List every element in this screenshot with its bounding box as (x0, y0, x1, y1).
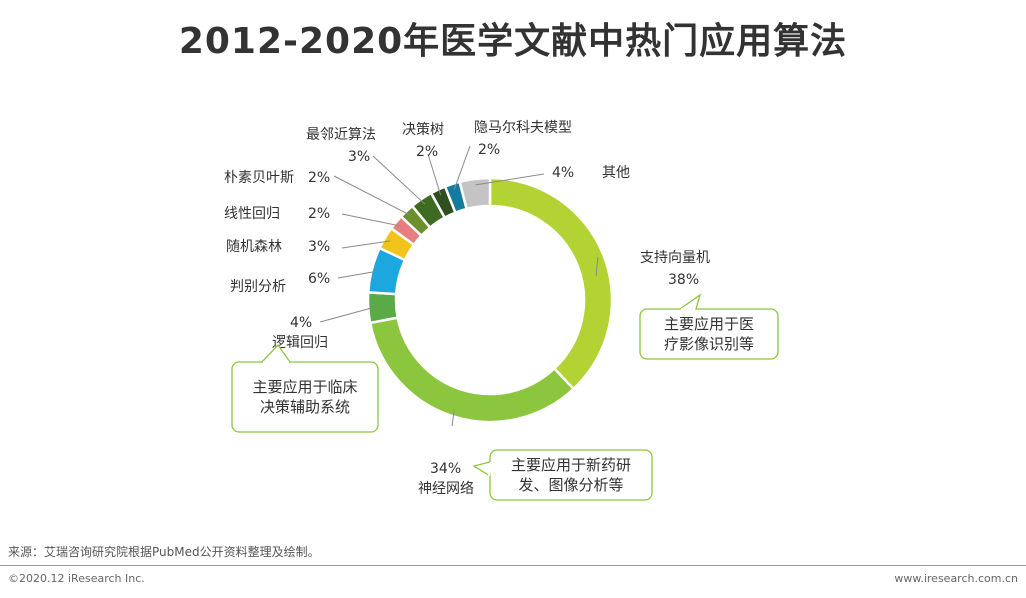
slice-name-label: 支持向量机 (640, 250, 710, 266)
slice-1 (488, 176, 614, 391)
callout-text: 主要应用于医 (664, 315, 754, 333)
slice-percent-label: 3% (308, 239, 330, 255)
slice-percent-label: 2% (416, 144, 438, 160)
leader-line-10 (453, 145, 471, 190)
slice-percent-label: 2% (308, 206, 330, 222)
slice-name-label: 逻辑回归 (272, 334, 328, 351)
slice-11 (458, 176, 492, 211)
slice-percent-label: 34% (430, 461, 461, 477)
callout-text: 主要应用于临床 (252, 378, 357, 396)
source-note: 来源：艾瑞咨询研究院根据PubMed公开资料整理及绘制。 (8, 545, 320, 559)
leader-line-3 (319, 306, 375, 323)
callout-text: 发、图像分析等 (518, 476, 623, 494)
slice-name-label: 判别分析 (230, 279, 286, 295)
callout-box (639, 308, 779, 360)
donut-slices (366, 176, 614, 424)
copyright-text: ©2020.12 iResearch Inc. (8, 572, 145, 585)
callout-pointer (261, 343, 291, 363)
leader-line-1 (595, 257, 599, 277)
callout-text: 决策辅助系统 (260, 398, 350, 416)
callout-box (231, 361, 379, 433)
leader-line-9 (427, 153, 442, 196)
slice-percent-label: 3% (348, 149, 370, 165)
slice-percent-label: 2% (308, 170, 330, 186)
callout-pointer (472, 461, 491, 477)
callout-text: 疗影像识别等 (664, 335, 754, 353)
slice-name-label: 决策树 (402, 121, 444, 138)
leader-line-8 (372, 155, 426, 205)
slice-name-label: 神经网络 (418, 481, 474, 497)
slice-percent-label: 4% (552, 165, 574, 181)
slice-name-label: 其他 (602, 165, 630, 181)
slice-name-label: 朴素贝叶斯 (224, 170, 294, 186)
callout-pointer (679, 293, 702, 310)
slice-labels: 支持向量机 38% 神经网络 34% 逻辑回归 4% 判别分析 6% 随机森林 3% 线性回归 2% 朴… (224, 120, 710, 497)
donut-chart: 支持向量机 38% 神经网络 34% 逻辑回归 4% 判别分析 6% 随机森林 3% 线性回归 2% 朴… (224, 120, 779, 501)
slice-name-label: 隐马尔科夫模型 (474, 120, 572, 136)
callout-pointer-gap (488, 461, 492, 477)
slice-name-label: 随机森林 (226, 239, 282, 255)
slice-percent-label: 4% (290, 315, 312, 331)
chart-title: 2012-2020年医学文献中热门应用算法 (178, 21, 848, 62)
footer-divider (0, 565, 1026, 566)
leader-line-4 (337, 270, 378, 279)
leader-line-11 (475, 173, 545, 186)
leader-line-6 (341, 213, 401, 227)
leader-lines (319, 145, 599, 427)
slice-percent-label: 6% (308, 271, 330, 287)
leader-line-7 (333, 175, 411, 216)
leader-line-2 (451, 410, 455, 427)
leader-line-5 (341, 240, 391, 249)
slice-name-label: 线性回归 (224, 205, 280, 222)
website-link[interactable]: www.iresearch.com.cn (894, 572, 1018, 585)
callout-text: 主要应用于新药研 (511, 456, 631, 474)
slice-percent-label: 2% (478, 142, 500, 158)
slice-percent-label: 38% (668, 272, 699, 288)
slice-name-label: 最邻近算法 (306, 127, 376, 143)
slice-2 (368, 316, 576, 424)
